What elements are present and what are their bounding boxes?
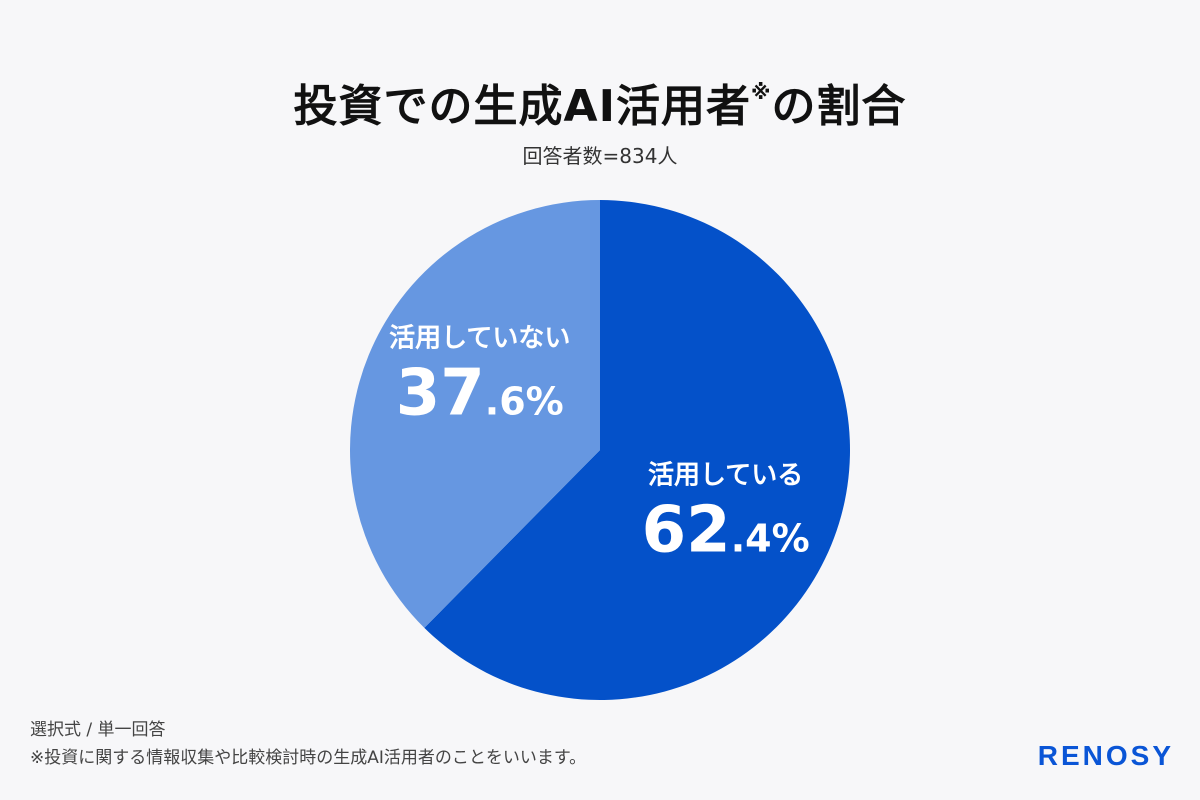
pie-slice-value: 37.6% — [396, 357, 564, 431]
chart-title-note-mark: ※ — [750, 80, 772, 104]
footer-question-type: 選択式 / 単一回答 — [30, 720, 166, 740]
pie-slice-not-using — [350, 200, 600, 628]
pie-chart: 活用している 62.4% 活用していない 37.6% — [350, 200, 850, 700]
pie-slice-label: 活用していない — [389, 324, 570, 354]
chart-title-main: 投資での生成AI活用者 — [293, 81, 751, 132]
chart-title: 投資での生成AI活用者※の割合 — [0, 70, 1200, 134]
pie-slice-label: 活用している — [648, 460, 803, 490]
chart-title-suffix: の割合 — [771, 81, 907, 132]
footer-definition-note: ※投資に関する情報収集や比較検討時の生成AI活用者のことをいいます。 — [30, 748, 587, 768]
footer-notes: 選択式 / 単一回答 ※投資に関する情報収集や比較検討時の生成AI活用者のことを… — [30, 716, 586, 772]
pie-slice-value: 62.4% — [642, 493, 810, 567]
renosy-logo: RENOSY — [1037, 740, 1174, 771]
respondent-count: 回答者数=834人 — [522, 144, 678, 168]
pie-slice-using — [424, 200, 850, 700]
